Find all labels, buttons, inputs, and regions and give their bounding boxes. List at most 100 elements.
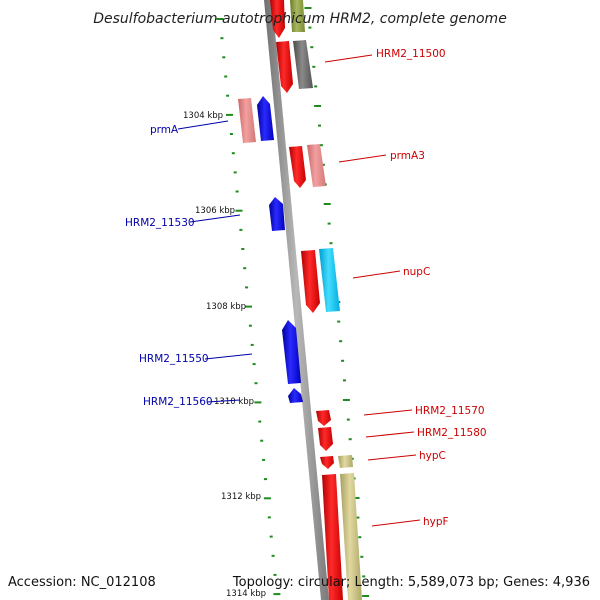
cds-hrm2-11530[interactable] xyxy=(269,197,285,231)
scale-label: 1308 kbp xyxy=(206,302,246,312)
genome-summary: Topology: circular; Length: 5,589,073 bp… xyxy=(232,575,590,590)
scale-tick-major xyxy=(254,401,262,404)
scale-tick-minor xyxy=(222,56,226,59)
scale-tick-minor xyxy=(260,439,264,442)
scale-tick-minor xyxy=(258,420,262,423)
scale-tick-minor xyxy=(252,363,256,366)
scale-tick-major xyxy=(235,209,243,212)
scale-tick-minor xyxy=(337,320,341,323)
cds-gray[interactable] xyxy=(293,40,313,89)
gene-label-hrm2-11550[interactable]: HRM2_11550 xyxy=(139,353,209,365)
scale-tick-minor xyxy=(267,516,271,519)
gene-label-nupC[interactable]: nupC xyxy=(403,266,430,278)
scale-tick-minor xyxy=(264,478,267,481)
scale-ticks-inner xyxy=(216,18,281,596)
scale-tick-major xyxy=(362,595,370,597)
scale-tick-minor xyxy=(241,248,245,250)
gene-label-hrm2-11580[interactable]: HRM2_11580 xyxy=(417,427,487,439)
scale-label: 1312 kbp xyxy=(221,492,261,502)
scale-label: 1304 kbp xyxy=(183,111,223,121)
scale-tick-minor xyxy=(327,222,331,225)
scale-tick-major xyxy=(314,105,322,107)
scale-tick-minor xyxy=(262,458,266,461)
scale-tick-minor xyxy=(224,75,228,78)
scale-tick-major xyxy=(273,593,281,596)
scale-tick-minor xyxy=(343,379,346,382)
cds-prmA3[interactable] xyxy=(289,146,306,188)
gene-label-prmA[interactable]: prmA xyxy=(150,124,179,136)
scale-tick-minor xyxy=(312,65,316,68)
scale-tick-minor xyxy=(314,85,318,88)
scale-tick-major xyxy=(342,399,350,401)
scale-tick-major xyxy=(216,18,224,20)
cds-pink-prmA3[interactable] xyxy=(307,144,326,187)
cds-hrm2-11570[interactable] xyxy=(316,410,331,426)
gene-leader-lines xyxy=(177,54,421,527)
cds-top-olive[interactable] xyxy=(290,0,305,32)
map-title: Desulfobacterium autotrophicum HRM2, com… xyxy=(93,11,507,27)
scale-tick-minor xyxy=(329,242,333,245)
scale-tick-minor xyxy=(321,163,325,166)
genome-backbone xyxy=(264,0,329,600)
scale-label: 1310 kbp xyxy=(214,397,254,407)
scale-tick-minor xyxy=(226,94,230,97)
cds-top-red[interactable] xyxy=(270,0,285,38)
scale-tick-minor xyxy=(360,555,364,558)
scale-tick-minor xyxy=(346,418,350,421)
scale-tick-minor xyxy=(220,37,224,40)
cds-khaki-hypC[interactable] xyxy=(338,455,353,468)
scale-tick-minor xyxy=(245,286,249,289)
cds-features xyxy=(238,0,362,600)
scale-tick-minor xyxy=(248,324,252,327)
gene-label-prmA3[interactable]: prmA3 xyxy=(390,150,425,162)
scale-tick-minor xyxy=(235,190,239,193)
cds-hrm2-11550[interactable] xyxy=(282,320,301,384)
scale-tick-minor xyxy=(339,340,343,343)
scale-tick-major xyxy=(323,203,331,205)
scale-tick-minor xyxy=(271,554,275,557)
scale-tick-major xyxy=(263,497,271,500)
gene-label-hypC[interactable]: hypC xyxy=(419,450,446,462)
cds-hrm2-11580[interactable] xyxy=(318,427,333,451)
gene-label-hrm2-11530[interactable]: HRM2_11530 xyxy=(125,217,195,229)
gene-label-hrm2-11500[interactable]: HRM2_11500 xyxy=(376,48,446,60)
scale-tick-minor xyxy=(269,535,273,538)
scale-tick-minor xyxy=(348,438,352,441)
scale-tick-minor xyxy=(310,46,314,49)
accession-label: Accession: NC_012108 xyxy=(8,575,156,590)
cds-prmA[interactable] xyxy=(257,96,274,141)
scale-label: 1306 kbp xyxy=(195,206,235,216)
scale-tick-major xyxy=(304,7,312,9)
cds-hrm2-11560[interactable] xyxy=(288,388,303,403)
cds-pink-prmA[interactable] xyxy=(238,98,256,143)
scale-tick-minor xyxy=(308,26,312,29)
scale-tick-minor xyxy=(254,382,258,385)
cds-nupC-red[interactable] xyxy=(301,250,320,313)
cds-hypC[interactable] xyxy=(320,456,334,469)
scale-tick-minor xyxy=(362,575,366,578)
scale-tick-minor xyxy=(358,536,362,539)
scale-tick-minor xyxy=(318,124,321,127)
scale-tick-minor xyxy=(273,573,277,576)
scale-tick-major xyxy=(352,497,360,499)
gene-label-hrm2-11560[interactable]: HRM2_11560 xyxy=(143,396,213,408)
gene-label-hrm2-11570[interactable]: HRM2_11570 xyxy=(415,405,485,417)
scale-tick-minor xyxy=(243,267,247,270)
cds-hrm2-11500[interactable] xyxy=(276,41,293,93)
cds-hypF[interactable] xyxy=(322,474,343,600)
gene-labels: HRM2_11500 prmA prmA3 HRM2_11530 nupC HR… xyxy=(125,48,487,528)
scale-labels: 1304 kbp 1306 kbp 1308 kbp 1310 kbp 1312… xyxy=(183,111,266,599)
scale-tick-minor xyxy=(341,359,345,362)
scale-label: 1314 kbp xyxy=(226,589,266,599)
cds-nupC[interactable] xyxy=(319,248,340,312)
scale-tick-major xyxy=(245,305,252,308)
scale-tick-minor xyxy=(229,133,233,135)
scale-tick-minor xyxy=(250,343,254,346)
scale-tick-major xyxy=(226,113,233,116)
gene-label-hypF[interactable]: hypF xyxy=(423,516,449,528)
scale-tick-minor xyxy=(356,516,360,519)
cds-khaki-hypF[interactable] xyxy=(340,473,362,600)
scale-tick-minor xyxy=(239,228,243,231)
